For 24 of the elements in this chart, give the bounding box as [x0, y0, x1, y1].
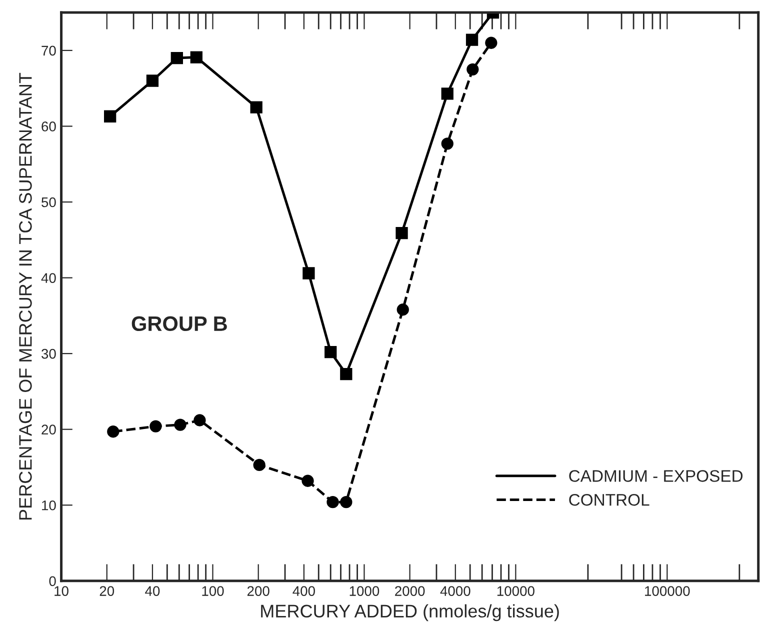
y-tick-label: 30: [42, 348, 56, 359]
y-tick-label: 50: [42, 197, 56, 208]
x-tick-label: 20: [100, 586, 114, 596]
y-tick-label: 40: [41, 273, 56, 283]
x-tick-label: 10: [54, 586, 68, 596]
y-tick-label: 60: [42, 122, 56, 132]
y-tick-label: 70: [42, 46, 56, 56]
x-tick-label: 100: [202, 586, 224, 596]
legend-label: CONTROL: [569, 494, 650, 506]
annotation: GROUP B: [132, 316, 227, 332]
x-tick-label: 200: [247, 586, 270, 596]
y-tick-label: 20: [42, 424, 56, 435]
x-tick-label: 4000: [440, 586, 470, 596]
x-tick-label: 1000: [350, 586, 380, 596]
x-tick-label: 400: [292, 586, 315, 596]
x-tick-label: 2000: [395, 586, 425, 596]
x-tick-label: 40: [145, 586, 160, 596]
y-tick-label: 10: [42, 500, 56, 510]
x-axis-title: MERCURY ADDED (nmoles/g tissue): [261, 604, 559, 622]
legend-label: CADMIUM - EXPOSED: [569, 470, 743, 482]
x-tick-label: 10000: [497, 586, 534, 596]
y-tick-label: 0: [49, 576, 56, 586]
y-axis-title: PERCENTAGE OF MERCURY IN TCA SUPERNATANT: [19, 72, 32, 520]
x-tick-label: 100000: [645, 586, 690, 596]
